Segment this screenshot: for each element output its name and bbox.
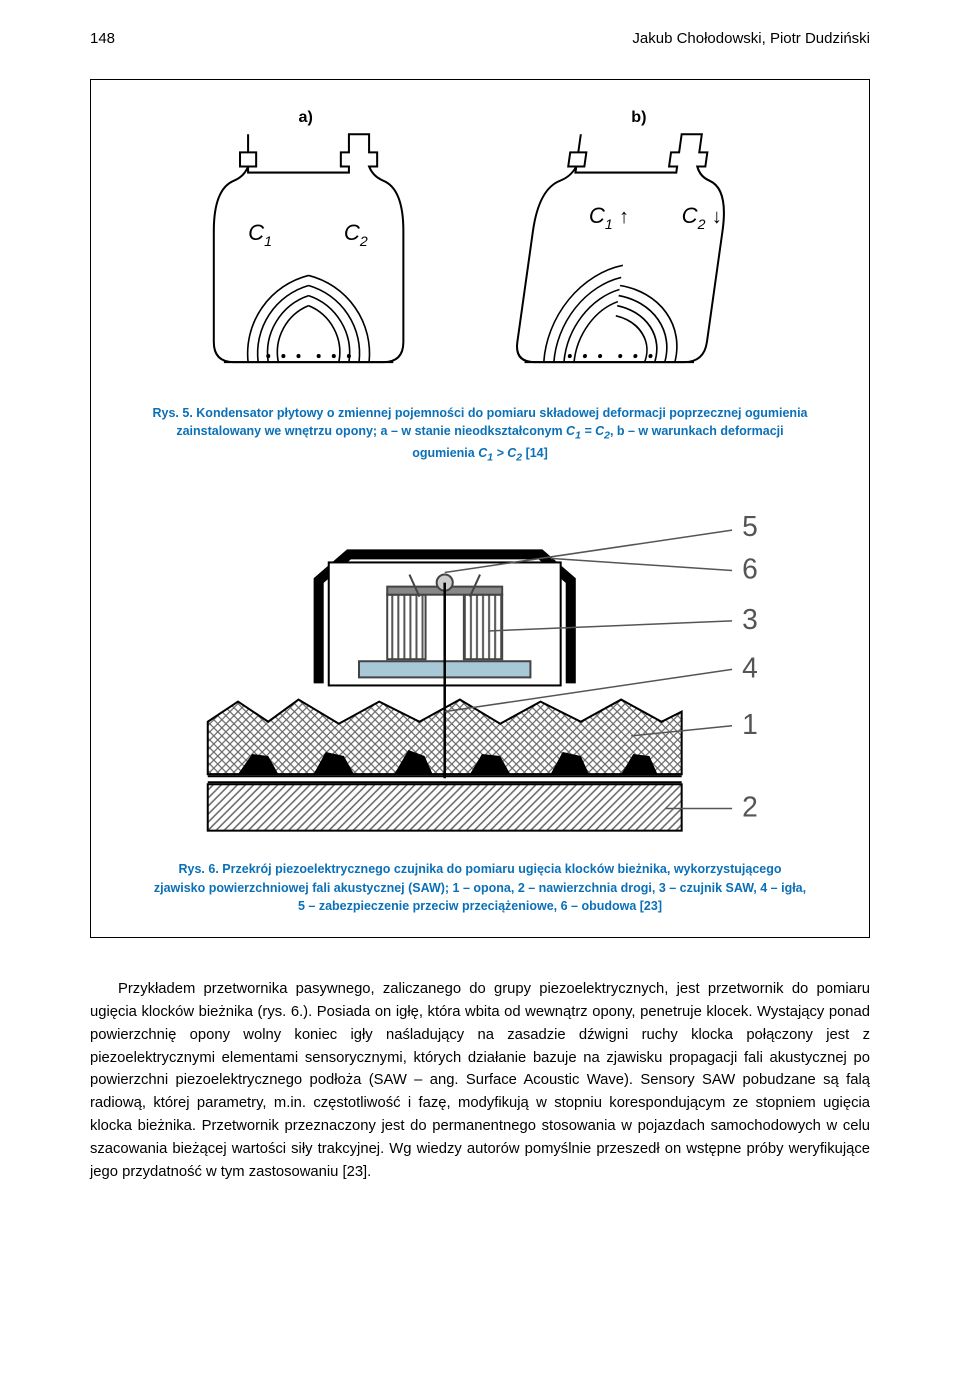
figure-6-callout-4: 4 (742, 651, 758, 683)
figure-6: 5 6 3 4 1 2 Rys. 6. Przekrój piezoelektr… (117, 510, 843, 915)
figure-5-b-c2-label: C2 ↓ (682, 203, 722, 234)
figure-6-caption-line3: 5 – zabezpieczenie przeciw przeciążeniow… (298, 899, 662, 913)
figure-5-caption-line2b: , b – w warunkach deformacji (610, 424, 784, 438)
figure-6-caption: Rys. 6. Przekrój piezoelektrycznego czuj… (117, 860, 843, 914)
figure-6-callout-1: 1 (742, 708, 758, 740)
figure-5-caption: Rys. 5. Kondensator płytowy o zmiennej p… (117, 404, 843, 465)
figure-5-c2-label: C2 (344, 220, 368, 249)
figure-5-panel-a-label: a) (299, 108, 313, 126)
figures-box: a) (90, 79, 870, 938)
page-number: 148 (90, 30, 115, 47)
figure-5: a) (117, 104, 843, 466)
body-paragraph: Przykładem przetwornika pasywnego, zalic… (90, 978, 870, 1184)
figure-5-c1-label: C1 (248, 220, 272, 249)
figure-5-caption-ref: [14] (522, 446, 548, 460)
page-header: 148 Jakub Chołodowski, Piotr Dudziński (90, 30, 870, 47)
figure-6-callout-2: 2 (742, 790, 758, 822)
figure-6-callout-3: 3 (742, 603, 758, 635)
figure-5-panel-b-label: b) (631, 108, 646, 126)
figure-6-caption-label: Rys. 6. (179, 862, 219, 876)
figure-6-svg: 5 6 3 4 1 2 (117, 510, 843, 843)
figure-5-caption-line1: Kondensator płytowy o zmiennej pojemnośc… (196, 406, 807, 420)
figure-5-caption-line2a: zainstalowany we wnętrzu opony; a – w st… (176, 424, 566, 438)
figure-5-caption-label: Rys. 5. (152, 406, 192, 420)
figure-5-caption-line3a: ogumienia (412, 446, 478, 460)
page-authors: Jakub Chołodowski, Piotr Dudziński (632, 30, 870, 47)
figure-6-callout-6: 6 (742, 552, 758, 584)
body-paragraph-text: Przykładem przetwornika pasywnego, zalic… (90, 978, 870, 1184)
figure-5-b-c1-label: C1 ↑ (589, 203, 629, 234)
figure-6-caption-line2: zjawisko powierzchniowej fali akustyczne… (154, 881, 806, 895)
figure-6-caption-line1: Przekrój piezoelektrycznego czujnika do … (222, 862, 781, 876)
figure-5-svg: a) (117, 104, 843, 386)
figure-6-callout-5: 5 (742, 510, 758, 542)
